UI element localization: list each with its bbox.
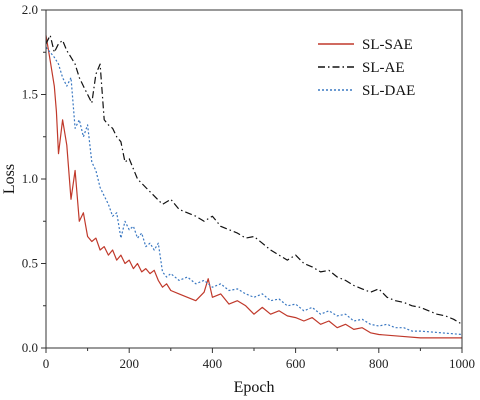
y-tick-label: 0.0 [22,340,38,355]
x-tick-label: 200 [119,356,139,371]
x-axis-title: Epoch [234,379,275,396]
x-tick-label: 600 [286,356,306,371]
legend-label-sl-ae: SL-AE [362,60,405,76]
series-line-sl-ae [45,34,463,325]
x-tick-label: 800 [369,356,389,371]
y-axis-title: Loss [1,164,18,194]
y-tick-label: 2.0 [22,2,38,17]
axes-layer: 0 200 400 600 800 1000 0.0 0.5 1.0 1.5 2.0 [22,2,475,371]
x-tick-label: 1000 [449,356,475,371]
series-layer [45,34,463,339]
y-tick-label: 1.0 [22,171,38,186]
y-tick-label: 0.5 [22,256,38,271]
series-line-sl-dae [45,46,463,336]
legend: SL-SAE SL-AE SL-DAE [318,37,415,99]
series-line-sl-sae [45,35,462,339]
x-tick-label: 400 [203,356,223,371]
legend-label-sl-dae: SL-DAE [362,83,415,99]
y-tick-label: 1.5 [22,87,38,102]
legend-label-sl-sae: SL-SAE [362,37,413,53]
x-tick-label: 0 [43,356,50,371]
